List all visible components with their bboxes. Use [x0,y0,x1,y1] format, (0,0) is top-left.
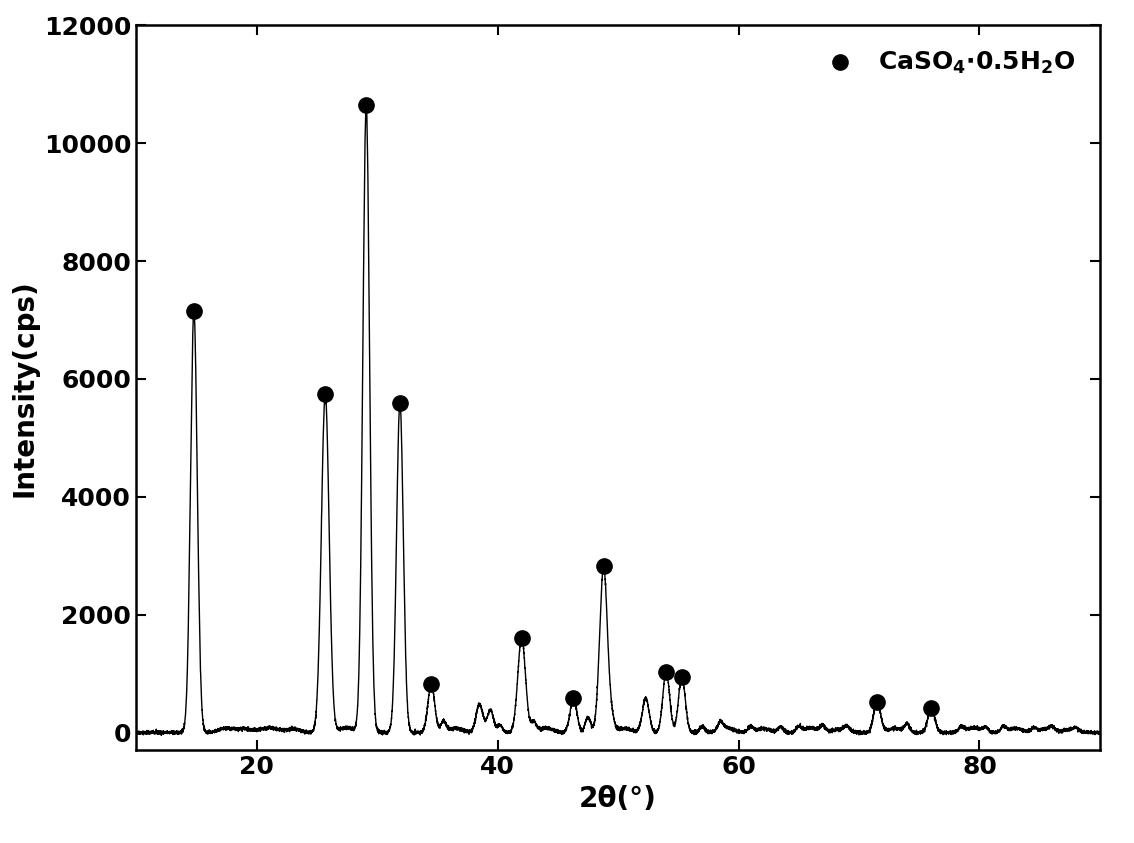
Legend: $\bf{CaSO_4{\cdot}0.5H_2O}$: $\bf{CaSO_4{\cdot}0.5H_2O}$ [803,38,1088,89]
Y-axis label: Intensity(cps): Intensity(cps) [10,279,39,497]
X-axis label: 2θ(°): 2θ(°) [579,785,657,813]
